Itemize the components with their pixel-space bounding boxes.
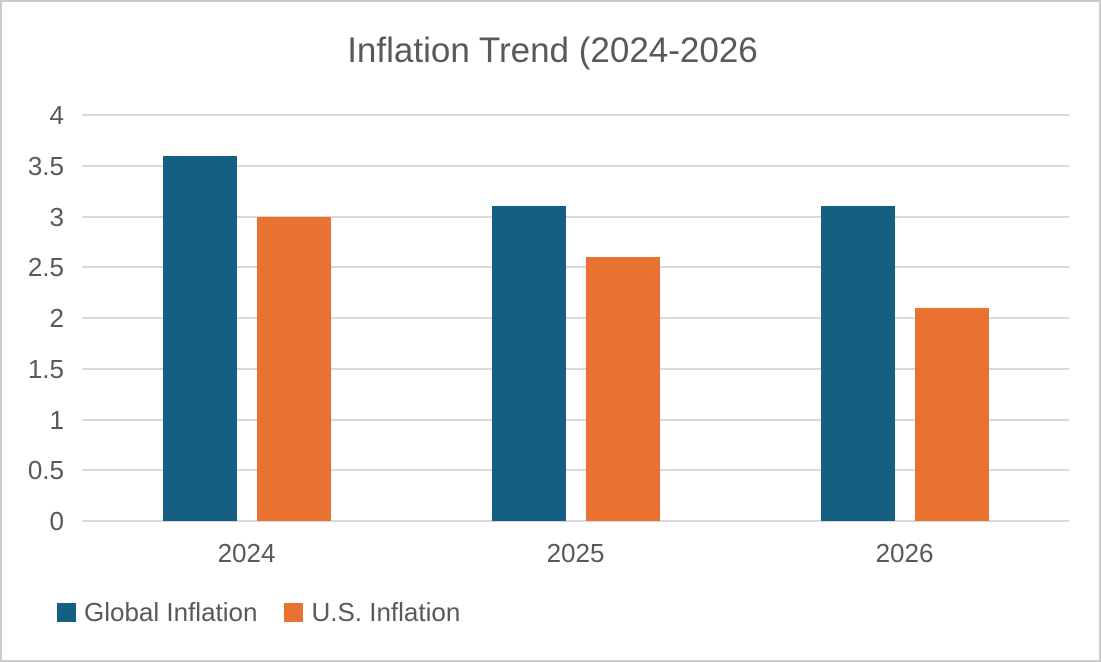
y-tick-label-1-5: 1.5: [27, 353, 64, 384]
legend-swatch-u-s-inflation: [284, 602, 304, 622]
chart-title: Inflation Trend (2024-2026: [347, 31, 758, 70]
legend-swatch-global-inflation: [57, 602, 76, 622]
legend-item-global-inflation: Global Inflation: [57, 598, 257, 626]
gridline-1-5: [82, 367, 1069, 370]
x-tick-label-2025: 2025: [546, 538, 605, 568]
bar-2025-global-inflation: [491, 206, 566, 521]
bar-group-2024: [82, 115, 411, 521]
y-tick-label-2: 2: [49, 303, 64, 333]
gridline-2-5: [82, 266, 1069, 269]
bar-2025-u-s-inflation: [585, 257, 660, 521]
bar-2026-u-s-inflation: [914, 307, 989, 521]
legend-item-u-s-inflation: U.S. Inflation: [284, 598, 460, 626]
legend: Global Inflation U.S. Inflation: [57, 598, 460, 626]
y-tick-label-3-5: 3.5: [27, 150, 64, 181]
gridline-1: [82, 418, 1069, 421]
gridline-0: [82, 520, 1069, 522]
gridline-3: [82, 215, 1069, 218]
y-tick-label-0: 0: [49, 506, 64, 536]
legend-label-global-inflation: Global Inflation: [84, 597, 258, 627]
bar-2024-global-inflation: [162, 155, 237, 521]
bar-2026-global-inflation: [820, 206, 895, 521]
gridline-3-5: [82, 164, 1069, 167]
legend-label-u-s-inflation: U.S. Inflation: [311, 597, 461, 627]
bar-group-2026: [740, 115, 1069, 521]
x-tick-label-2024: 2024: [217, 538, 276, 568]
y-tick-label-2-5: 2.5: [27, 252, 64, 283]
y-tick-label-4: 4: [49, 100, 64, 130]
bar-2024-u-s-inflation: [256, 216, 331, 521]
gridline-2: [82, 317, 1069, 319]
x-tick-label-2026: 2026: [875, 538, 934, 568]
gridline-0-5: [82, 469, 1069, 472]
gridline-4: [82, 114, 1069, 116]
bar-group-2025: [411, 115, 740, 521]
y-tick-label-0-5: 0.5: [27, 455, 64, 486]
y-tick-label-1: 1: [49, 404, 64, 435]
y-tick-label-3: 3: [49, 201, 64, 232]
